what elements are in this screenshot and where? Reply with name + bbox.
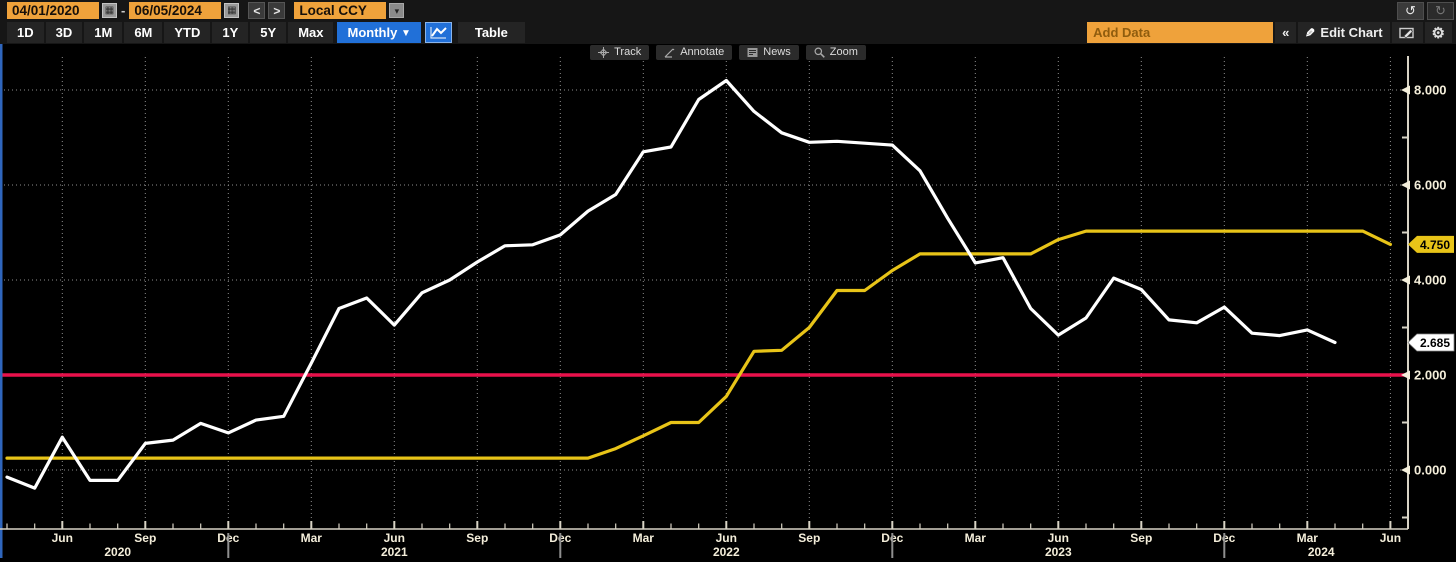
undo-icon[interactable]: ↺ xyxy=(1397,1,1424,20)
series-white-line xyxy=(5,78,1337,490)
annotate-label: Annotate xyxy=(680,46,725,58)
chart-edit-icon xyxy=(1398,27,1414,38)
line-chart-type-button[interactable] xyxy=(424,22,452,43)
zoom-button[interactable]: Zoom xyxy=(805,45,866,60)
frequency-label: Monthly xyxy=(347,25,398,40)
h-gridlines xyxy=(0,89,1408,471)
annotate-icon xyxy=(664,48,675,58)
svg-text:Jun: Jun xyxy=(716,531,737,545)
add-data-input[interactable] xyxy=(1087,22,1274,43)
collapse-panel-button[interactable]: « xyxy=(1275,22,1297,43)
svg-text:2.000: 2.000 xyxy=(1414,368,1447,383)
calendar-icon[interactable]: ▦ xyxy=(224,3,240,18)
news-icon xyxy=(747,47,758,57)
annotate-button[interactable]: Annotate xyxy=(656,45,733,60)
chevron-down-icon[interactable]: ▾ xyxy=(389,3,405,18)
chart-tool-strip: Track Annotate News Zoom xyxy=(0,45,1456,60)
svg-text:Sep: Sep xyxy=(798,531,820,545)
v-gridlines xyxy=(61,57,1391,529)
frequency-dropdown[interactable]: Monthly ▼ xyxy=(337,22,421,43)
svg-text:4.000: 4.000 xyxy=(1414,273,1447,288)
track-icon xyxy=(598,46,610,58)
toolbar-row-periods: 1D 3D 1M 6M YTD 1Y 5Y Max Monthly ▼ Tabl… xyxy=(0,21,1456,44)
period-button-5y[interactable]: 5Y xyxy=(250,22,287,43)
news-label: News xyxy=(763,46,791,58)
svg-text:Mar: Mar xyxy=(965,531,987,545)
svg-text:2023: 2023 xyxy=(1045,545,1072,559)
svg-text:8.000: 8.000 xyxy=(1414,83,1447,98)
period-button-1d[interactable]: 1D xyxy=(7,22,44,43)
settings-button[interactable]: ⚙ xyxy=(1424,22,1452,43)
svg-text:Jun: Jun xyxy=(52,531,73,545)
zoom-label: Zoom xyxy=(829,46,858,58)
toolbar-row-dates: ▦ - ▦ < > Local CCY ▾ ↺ ↻ xyxy=(0,0,1456,21)
plot-left-border xyxy=(0,44,3,558)
period-button-ytd[interactable]: YTD xyxy=(164,22,211,43)
last-value-badges: 2.685 4.750 xyxy=(1407,235,1455,352)
badge-white-line xyxy=(1407,333,1455,352)
date-range-separator: - xyxy=(121,3,126,18)
y-axis: 8.000 6.000 4.000 2.000 0.000 xyxy=(1401,56,1447,529)
svg-text:Sep: Sep xyxy=(1130,531,1152,545)
svg-text:2.685: 2.685 xyxy=(1420,336,1450,350)
svg-text:Mar: Mar xyxy=(1297,531,1319,545)
track-button[interactable]: Track xyxy=(590,45,650,60)
line-chart-icon xyxy=(430,27,447,39)
gear-icon: ⚙ xyxy=(1431,24,1445,42)
chevron-down-icon: ▼ xyxy=(400,28,411,39)
svg-text:Jun: Jun xyxy=(1380,531,1401,545)
period-button-max[interactable]: Max xyxy=(288,22,334,43)
svg-text:Mar: Mar xyxy=(633,531,655,545)
start-date-input[interactable] xyxy=(7,2,99,19)
track-label: Track xyxy=(614,46,642,58)
svg-text:4.750: 4.750 xyxy=(1420,238,1450,252)
svg-text:Jun: Jun xyxy=(384,531,405,545)
period-button-1y[interactable]: 1Y xyxy=(212,22,249,43)
redo-icon[interactable]: ↻ xyxy=(1427,1,1454,20)
x-axis: JunSepDecMarJunSepDecMarJunSepDecMarJunS… xyxy=(0,521,1408,559)
zoom-icon xyxy=(814,47,825,58)
svg-text:0.000: 0.000 xyxy=(1414,463,1447,478)
svg-text:Sep: Sep xyxy=(466,531,488,545)
badge-yellow-line xyxy=(1408,235,1454,253)
svg-text:Sep: Sep xyxy=(134,531,156,545)
calendar-icon[interactable]: ▦ xyxy=(102,3,117,18)
chart-annotation-settings-button[interactable] xyxy=(1391,22,1423,43)
prev-period-button[interactable]: < xyxy=(248,2,266,19)
svg-text:6.000: 6.000 xyxy=(1414,178,1447,193)
svg-text:Jun: Jun xyxy=(1048,531,1069,545)
period-button-1m[interactable]: 1M xyxy=(84,22,123,43)
pencil-icon: ✎ xyxy=(1305,25,1316,40)
svg-text:2021: 2021 xyxy=(381,545,408,559)
svg-text:2024: 2024 xyxy=(1308,545,1335,559)
series-yellow-line xyxy=(5,229,1393,460)
svg-text:Mar: Mar xyxy=(301,531,323,545)
next-period-button[interactable]: > xyxy=(268,2,286,19)
edit-chart-label: Edit Chart xyxy=(1320,25,1383,40)
period-button-6m[interactable]: 6M xyxy=(124,22,163,43)
table-view-button[interactable]: Table xyxy=(457,22,525,43)
currency-select[interactable]: Local CCY xyxy=(294,2,387,19)
news-button[interactable]: News xyxy=(739,45,799,60)
svg-text:2022: 2022 xyxy=(713,545,740,559)
period-button-3d[interactable]: 3D xyxy=(45,22,83,43)
edit-chart-button[interactable]: ✎ Edit Chart xyxy=(1298,22,1390,43)
svg-text:2020: 2020 xyxy=(104,545,131,559)
end-date-input[interactable] xyxy=(129,2,222,19)
